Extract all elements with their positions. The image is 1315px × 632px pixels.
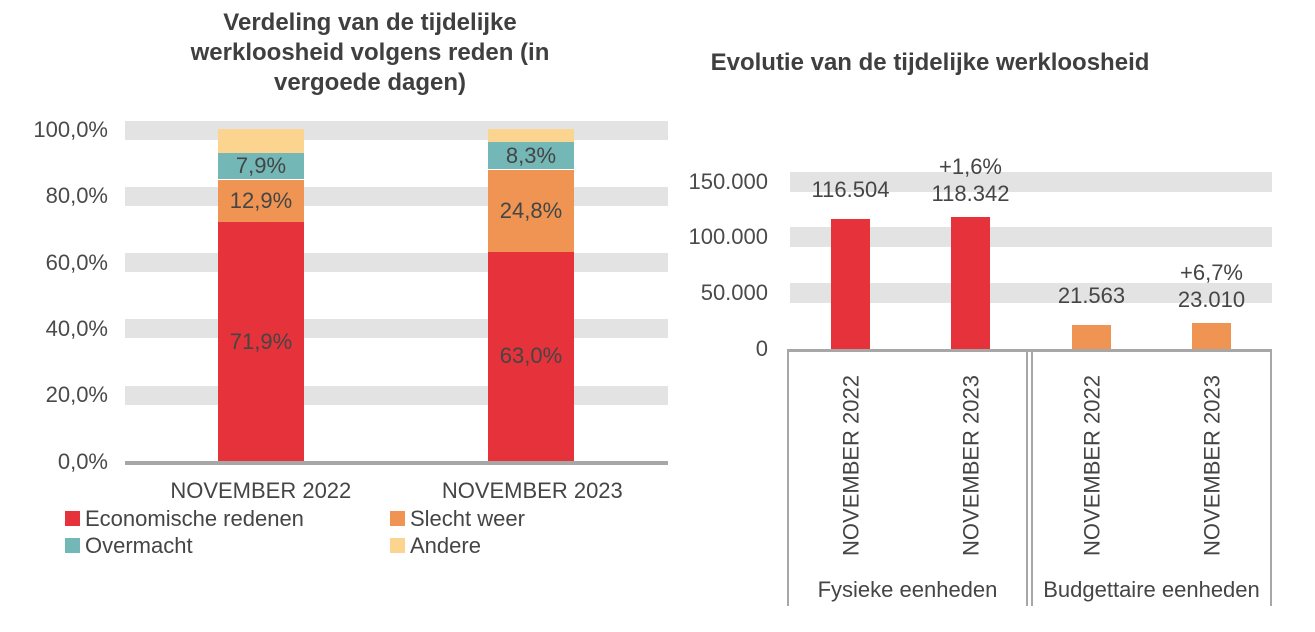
segment-label: 24,8% (499, 197, 563, 223)
rotated-category-label: NOVEMBER 2022 (1079, 375, 1104, 556)
y-axis-tick-label: 100,0% (33, 117, 108, 142)
y-axis-tick-label: 20,0% (45, 382, 108, 408)
bar-budgettaire-eenheden-november-2022 (1072, 324, 1111, 349)
bar-segment-andere (488, 129, 574, 142)
bar-segment-economische-redenen (218, 222, 304, 461)
rotated-category-label: NOVEMBER 2022 (838, 375, 863, 556)
gridline-band (790, 171, 1272, 192)
bar-budgettaire-eenheden-november-2023 (1192, 323, 1231, 349)
bar-segment-overmacht (488, 141, 574, 170)
right-chart-title: Evolutie van de tijdelijke werkloosheid (710, 49, 1150, 76)
value-label: 116.504 (811, 176, 890, 202)
value-label: 23.010 (1177, 287, 1246, 313)
gridline-band (125, 253, 668, 273)
y-axis-tick-label: 0 (755, 336, 768, 361)
gridline-band (125, 385, 668, 405)
legend-label: Slecht weer (410, 506, 525, 531)
bar-fysieke-eenheden-november-2023 (951, 216, 990, 349)
delta-label: +1,6% (939, 153, 1002, 179)
rotated-category-label: NOVEMBER 2023 (958, 375, 983, 556)
category-label: NOVEMBER 2022 (170, 478, 352, 503)
y-axis-tick-label: 80,0% (45, 183, 108, 209)
bar-segment-economische-redenen (488, 251, 574, 461)
y-axis-tick-label: 0,0% (57, 448, 108, 474)
rotated-category-label: NOVEMBER 2023 (1199, 375, 1224, 556)
bar-fysieke-eenheden-november-2022 (831, 218, 870, 349)
legend-label: Overmacht (85, 533, 193, 558)
segment-label: 7,9% (235, 153, 287, 179)
segment-label: 63,0% (499, 343, 563, 369)
group-box-fysieke-eenheden (787, 349, 1028, 606)
group-box-budgettaire-eenheden (1031, 349, 1272, 606)
verdeling-chart: Verdeling van de tijdelijke werkloosheid… (33, 9, 668, 558)
left-chart-title: Verdeling van de tijdelijke werkloosheid… (190, 9, 550, 96)
segment-label: 12,9% (229, 187, 293, 213)
y-axis-tick-label: 100.000 (688, 224, 768, 250)
value-label: 21.563 (1057, 282, 1126, 308)
legend-swatch-andere (390, 538, 405, 553)
legend-label: Economische redenen (85, 506, 304, 531)
delta-label: +6,7% (1180, 260, 1243, 286)
x-axis-line (787, 349, 1272, 352)
gridline-band (790, 283, 1272, 304)
x-axis-line (125, 461, 668, 465)
group-label: Fysieke eenheden (817, 577, 998, 602)
gridline-band (125, 120, 668, 140)
legend-swatch-overmacht (65, 538, 80, 553)
segment-label: 71,9% (229, 328, 293, 354)
y-axis-tick-label: 50.000 (700, 280, 768, 306)
y-axis-tick-label: 40,0% (45, 315, 108, 341)
bar-segment-andere (218, 129, 304, 154)
bar-segment-slecht-weer (488, 169, 574, 252)
group-label: Budgettaire eenheden (1043, 577, 1260, 602)
evolutie-chart: Evolutie van de tijdelijke werkloosheid … (680, 0, 1315, 632)
legend-swatch-slecht-weer (390, 511, 405, 526)
y-axis-tick-label: 150.000 (688, 168, 768, 194)
segment-label: 8,3% (505, 142, 557, 168)
category-label: NOVEMBER 2023 (441, 478, 623, 503)
legend-label: Andere (410, 533, 481, 558)
value-label: 118.342 (931, 180, 1010, 206)
y-axis-tick-label: 60,0% (45, 249, 108, 275)
bar-segment-overmacht (218, 153, 304, 180)
legend-swatch-economische-redenen (65, 511, 80, 526)
gridline-band (790, 227, 1272, 248)
bar-segment-slecht-weer (218, 179, 304, 223)
